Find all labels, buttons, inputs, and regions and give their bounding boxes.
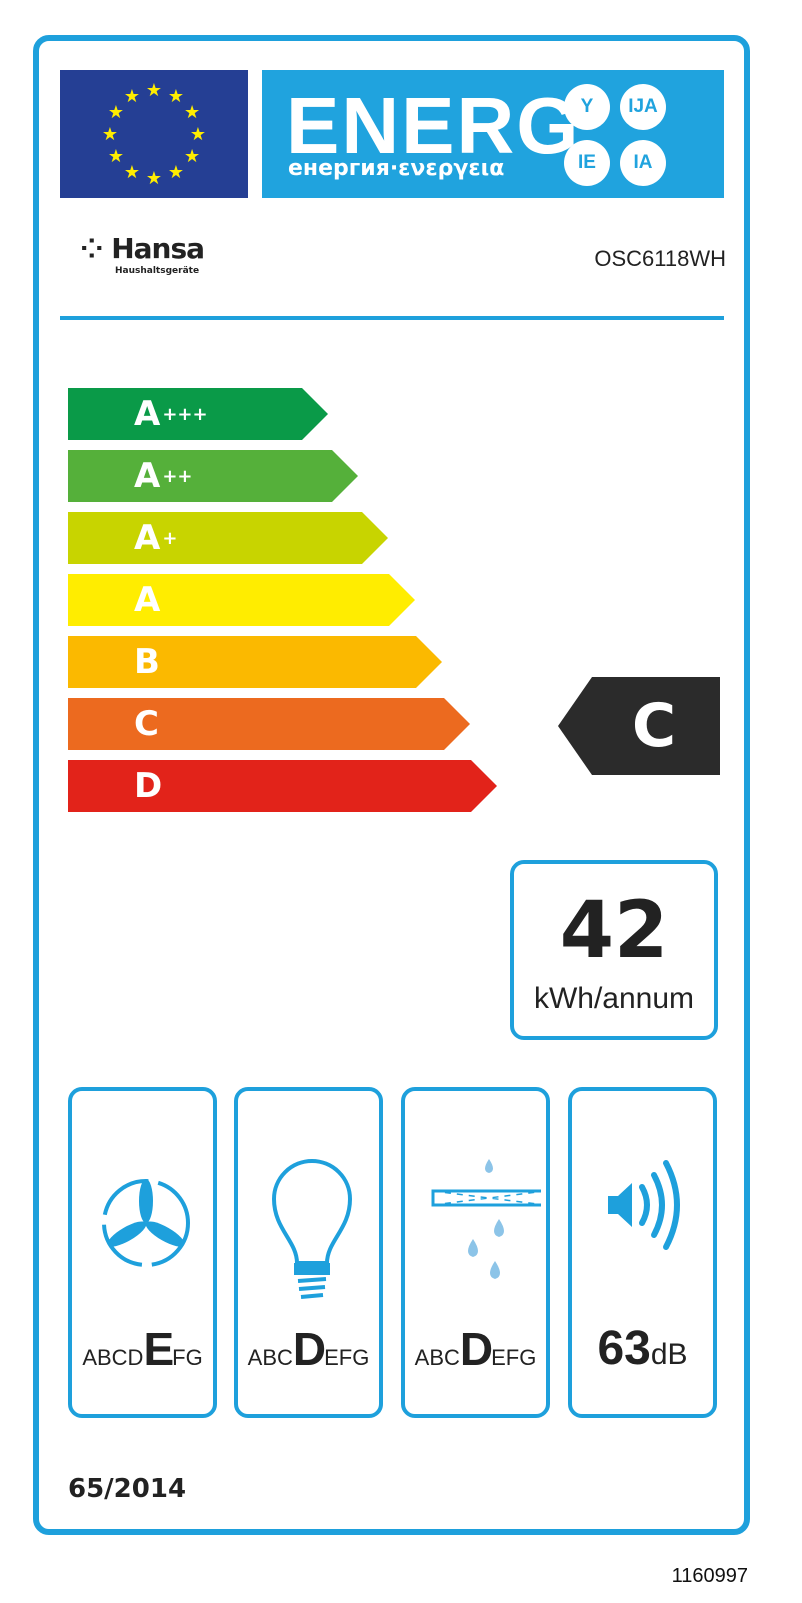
grease-scale: ABCDEFG	[405, 1322, 546, 1376]
scale-before: ABC	[414, 1345, 460, 1370]
eu-star-icon: ★	[168, 86, 184, 107]
scale-before: ABC	[247, 1345, 293, 1370]
rating-indicator: C	[558, 677, 720, 775]
brand-logo: ⁘ Hansa	[80, 232, 205, 265]
class-letter: D	[134, 766, 163, 806]
brand-dots-icon: ⁘	[80, 232, 103, 265]
class-letter: A	[134, 580, 161, 620]
scale-before: ABCD	[82, 1345, 144, 1370]
noise-box: 63dB	[568, 1087, 717, 1418]
energy-class-bar: C	[68, 698, 470, 750]
scale-after: EFG	[324, 1345, 370, 1370]
consumption-box: 42 kWh/annum	[510, 860, 718, 1040]
eu-star-icon: ★	[124, 86, 140, 107]
divider	[60, 316, 724, 320]
grease-filter-icon	[431, 1159, 541, 1279]
noise-value: 63dB	[572, 1321, 713, 1376]
energy-subtitle: енергия·ενεργεια	[288, 156, 505, 181]
fan-icon	[102, 1179, 190, 1267]
brand-name: Hansa	[111, 232, 205, 265]
brand-tagline: Haushaltsgeräte	[115, 266, 200, 276]
noise-number: 63	[597, 1322, 651, 1375]
energy-class-bar: B	[68, 636, 442, 688]
eu-star-icon: ★	[102, 124, 118, 145]
eu-star-icon: ★	[146, 168, 162, 189]
label-code: 1160997	[671, 1565, 748, 1587]
label-frame	[33, 35, 750, 1535]
energy-banner: ENERG енергия·ενεργεια Y IJA IE IA	[262, 70, 724, 198]
scale-after: FG	[172, 1345, 203, 1370]
class-letter: B	[134, 642, 160, 682]
eu-star-icon: ★	[108, 146, 124, 167]
class-letter: C	[134, 704, 159, 744]
class-letter: A	[134, 456, 161, 496]
energy-class-bar: A ++	[68, 450, 358, 502]
lighting-efficiency-box: ABCDEFG	[234, 1087, 383, 1418]
speaker-icon	[608, 1160, 680, 1250]
eu-star-icon: ★	[184, 146, 200, 167]
fluid-scale: ABCDEFG	[72, 1322, 213, 1376]
noise-unit: dB	[650, 1338, 688, 1371]
eu-star-icon: ★	[146, 80, 162, 101]
eu-star-icon: ★	[168, 162, 184, 183]
eu-star-icon: ★	[190, 124, 206, 145]
energy-class-bar: A	[68, 574, 415, 626]
energy-class-bar: A +++	[68, 388, 328, 440]
class-plus: +	[162, 527, 178, 549]
eu-star-icon: ★	[108, 102, 124, 123]
lighting-scale: ABCDEFG	[238, 1322, 379, 1376]
scale-class: E	[143, 1323, 174, 1375]
class-letter: A	[134, 518, 161, 558]
suffix-ija: IJA	[620, 84, 666, 130]
model-number: OSC6118WH	[594, 246, 726, 271]
regulation-number: 65/2014	[68, 1474, 187, 1504]
lightbulb-icon	[271, 1159, 353, 1299]
eu-flag: ★ ★ ★ ★ ★ ★ ★ ★ ★ ★ ★ ★	[60, 70, 248, 198]
energy-word: ENERG	[286, 81, 581, 170]
class-plus: +++	[162, 403, 208, 425]
suffix-ia: IA	[620, 140, 666, 186]
class-plus: ++	[162, 465, 193, 487]
energy-class-bar: A +	[68, 512, 388, 564]
class-letter: A	[134, 394, 161, 434]
eu-star-icon: ★	[124, 162, 140, 183]
fluid-efficiency-box: ABCDEFG	[68, 1087, 217, 1418]
consumption-unit: kWh/annum	[533, 982, 695, 1015]
scale-class: D	[459, 1323, 493, 1375]
scale-after: EFG	[491, 1345, 537, 1370]
suffix-ie: IE	[564, 140, 610, 186]
suffix-y: Y	[564, 84, 610, 130]
scale-class: D	[292, 1323, 326, 1375]
eu-stars-icon: ★ ★★★★★★★★★★★	[102, 80, 206, 189]
grease-filtering-box: ABCDEFG	[401, 1087, 550, 1418]
energy-class-bar: D	[68, 760, 497, 812]
eu-star-icon: ★	[184, 102, 200, 123]
consumption-value: 42	[559, 886, 669, 976]
